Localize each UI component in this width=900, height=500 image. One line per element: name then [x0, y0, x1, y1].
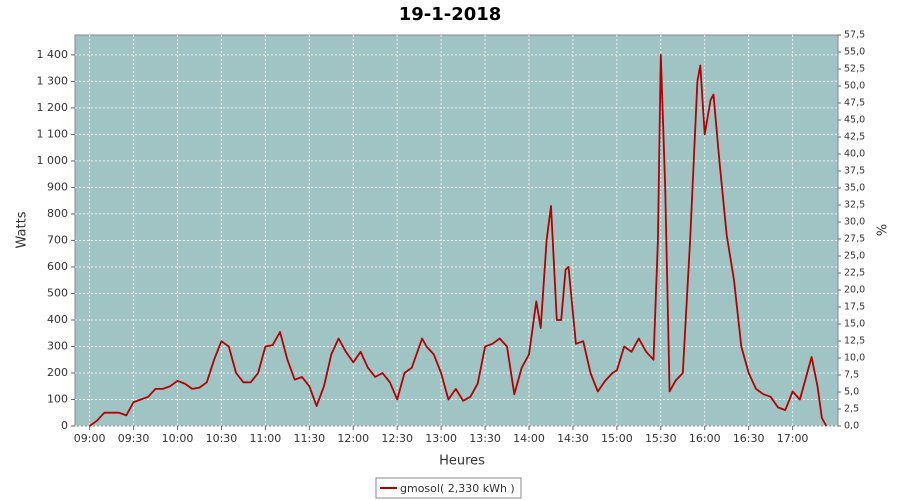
y2-tick-label: 25,0 — [844, 251, 865, 262]
x-tick-label: 16:30 — [733, 432, 765, 445]
legend-label: gmosol( 2,330 kWh ) — [400, 482, 515, 495]
legend-box — [375, 477, 522, 499]
y2-tick-label: 27,5 — [844, 234, 865, 245]
x-tick-label: 09:00 — [74, 432, 106, 445]
x-axis-label: Heures — [439, 454, 485, 469]
x-tick-label: 15:00 — [601, 432, 633, 445]
y-tick-label: 1 400 — [37, 48, 69, 61]
y-tick-label: 800 — [47, 207, 68, 220]
y2-tick-label: 47,5 — [844, 98, 865, 109]
x-tick-label: 13:00 — [425, 432, 457, 445]
y2-tick-label: 57,5 — [844, 30, 865, 41]
chart-title: 19-1-2018 — [399, 4, 502, 25]
y-tick-label: 300 — [47, 339, 68, 352]
y2-tick-label: 7,5 — [844, 370, 859, 381]
y2-tick-label: 37,5 — [844, 166, 865, 177]
y2-tick-label: 15,0 — [844, 319, 865, 330]
x-tick-label: 10:00 — [162, 432, 194, 445]
y-tick-label: 100 — [47, 392, 68, 405]
y-tick-label: 900 — [47, 180, 68, 193]
y-axis-label: Watts — [15, 211, 30, 248]
y2-tick-label: 55,0 — [844, 47, 865, 58]
y2-tick-label: 10,0 — [844, 353, 865, 364]
y-tick-label: 400 — [47, 313, 68, 326]
x-tick-label: 17:00 — [777, 432, 809, 445]
y-tick-label: 1 300 — [37, 74, 69, 87]
x-tick-label: 10:30 — [206, 432, 238, 445]
x-tick-label: 12:00 — [337, 432, 369, 445]
x-tick-label: 12:30 — [381, 432, 413, 445]
y2-tick-label: 5,0 — [844, 387, 859, 398]
y2-tick-label: 42,5 — [844, 132, 865, 143]
y2-tick-label: 17,5 — [844, 302, 865, 313]
y2-tick-label: 22,5 — [844, 268, 865, 279]
x-tick-label: 14:00 — [513, 432, 545, 445]
y2-tick-label: 52,5 — [844, 64, 865, 75]
y-tick-label: 1 200 — [37, 101, 69, 114]
y2-tick-label: 32,5 — [844, 200, 865, 211]
x-tick-label: 16:00 — [689, 432, 721, 445]
x-tick-label: 09:30 — [118, 432, 150, 445]
x-tick-label: 13:30 — [469, 432, 501, 445]
y2-tick-label: 2,5 — [844, 404, 859, 415]
y2-tick-label: 35,0 — [844, 183, 865, 194]
y2-tick-label: 45,0 — [844, 115, 865, 126]
y2-tick-label: 20,0 — [844, 285, 865, 296]
data-line — [89, 54, 828, 427]
plot-area — [74, 34, 839, 427]
y-tick-label: 700 — [47, 233, 68, 246]
x-tick-label: 11:30 — [293, 432, 325, 445]
y2-tick-label: 50,0 — [844, 81, 865, 92]
y-tick-label: 500 — [47, 286, 68, 299]
x-tick-label: 11:00 — [250, 432, 282, 445]
y2-tick-label: 12,5 — [844, 336, 865, 347]
y-tick-label: 0 — [61, 419, 68, 432]
y2-tick-label: 0,0 — [844, 421, 859, 432]
x-tick-label: 14:30 — [557, 432, 589, 445]
y-tick-label: 200 — [47, 366, 68, 379]
y-tick-label: 600 — [47, 260, 68, 273]
y-tick-label: 1 000 — [37, 154, 69, 167]
y2-tick-label: 30,0 — [844, 217, 865, 228]
y2-tick-label: 40,0 — [844, 149, 865, 160]
y-tick-label: 1 100 — [37, 127, 69, 140]
y2-axis-label: % — [873, 224, 888, 236]
x-tick-label: 15:30 — [645, 432, 677, 445]
